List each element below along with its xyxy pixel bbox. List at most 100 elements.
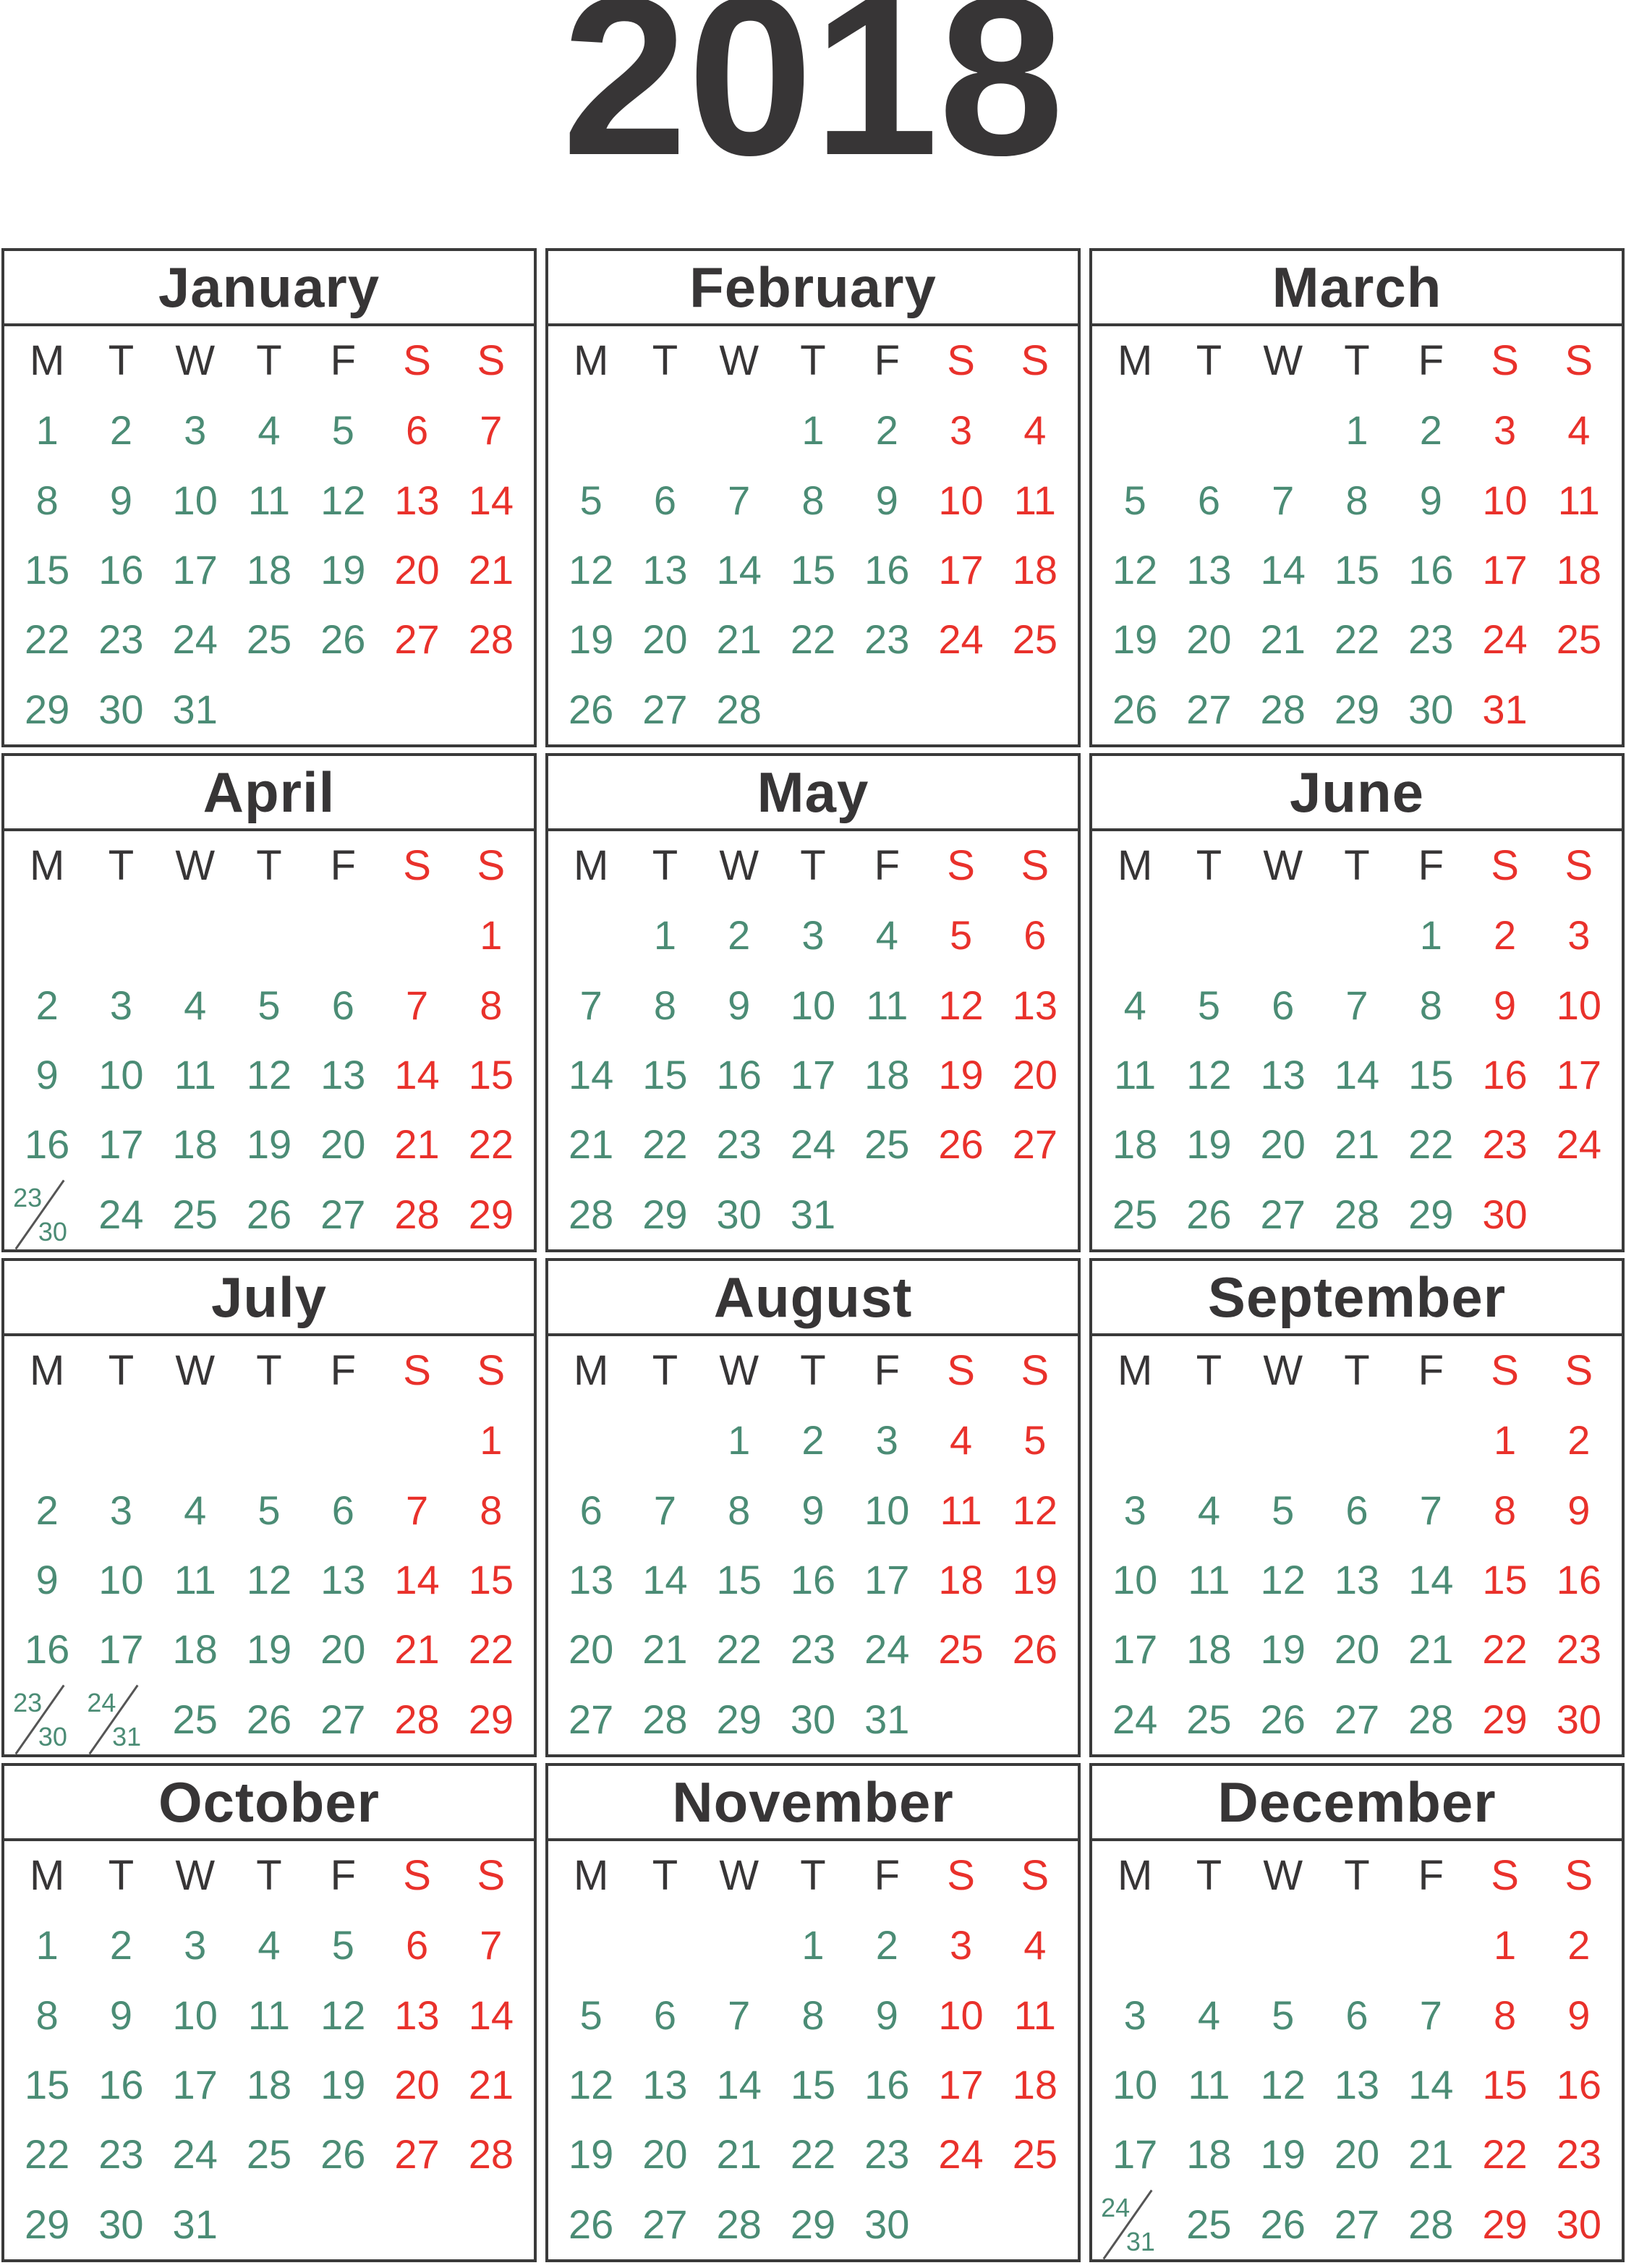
date-cell: 4 bbox=[1197, 1992, 1220, 2038]
date-cell: 17 bbox=[864, 1557, 910, 1603]
date-cell: 12 bbox=[1112, 547, 1158, 593]
date-cell: 24 bbox=[98, 1191, 144, 1237]
empty-cell bbox=[998, 1180, 1072, 1249]
day-header-6: S bbox=[477, 1347, 506, 1395]
day-header-3: T bbox=[256, 1852, 282, 1900]
day-header-2: W bbox=[1263, 1852, 1303, 1900]
date-cell: 1 bbox=[35, 1922, 59, 1968]
date-cell: 23 bbox=[1408, 616, 1454, 663]
date-cell: 14 bbox=[1408, 1557, 1454, 1603]
date-cell: 3 bbox=[949, 407, 973, 454]
day-header-3: T bbox=[1344, 842, 1370, 890]
date-cell: 18 bbox=[246, 2062, 292, 2108]
date-cell: 5 bbox=[1272, 1487, 1295, 1533]
empty-cell bbox=[1172, 1406, 1246, 1475]
empty-cell bbox=[702, 396, 776, 465]
date-cell: 6 bbox=[1023, 912, 1047, 959]
day-header-6: S bbox=[477, 842, 506, 890]
date-cell: 5 bbox=[579, 477, 603, 523]
date-cell: 7 bbox=[480, 407, 503, 454]
date-cell: 20 bbox=[568, 1626, 614, 1673]
empty-cell bbox=[84, 901, 158, 970]
month-body: M T W T F S S 1 2 3 4 5 6 7 8 9 10 11 12 13 14 15 16 17 18 19 20 21… bbox=[548, 831, 1078, 1249]
day-header-1: T bbox=[652, 1852, 678, 1900]
date-cell: 6 bbox=[405, 407, 429, 454]
date-cell: 26 bbox=[1112, 686, 1158, 732]
date-cell: 7 bbox=[1419, 1992, 1442, 2038]
empty-cell bbox=[1098, 1406, 1172, 1475]
date-cell: 21 bbox=[642, 1626, 688, 1673]
day-header-0: M bbox=[29, 842, 65, 890]
month-name: February bbox=[689, 255, 937, 319]
date-cell: 17 bbox=[790, 1052, 836, 1098]
date-cell: 29 bbox=[1334, 686, 1380, 732]
date-cell: 22 bbox=[642, 1121, 688, 1168]
date-cell: 12 bbox=[1186, 1052, 1232, 1098]
date-cell: 25 bbox=[172, 1191, 218, 1237]
date-cell: 10 bbox=[790, 982, 836, 1028]
date-cell: 30 bbox=[1408, 686, 1454, 732]
date-cell: 23 bbox=[1556, 1626, 1601, 1673]
date-cell: 1 bbox=[801, 1922, 825, 1968]
month-body: M T W T F S S 1 2 3 4 5 6 7 8 9 10 11 12 13 14 15 16 17 18 19 20 21… bbox=[548, 1336, 1078, 1754]
day-header-5: S bbox=[947, 1347, 975, 1395]
date-cell: 29 bbox=[790, 2201, 836, 2247]
date-cell: 13 bbox=[320, 1052, 366, 1098]
date-cell: 6 bbox=[653, 1992, 676, 2038]
date-cell: 27 bbox=[320, 1191, 366, 1237]
date-cell: 11 bbox=[940, 1487, 982, 1533]
empty-cell bbox=[1246, 901, 1320, 970]
day-header-5: S bbox=[403, 337, 431, 385]
date-cell: 30 bbox=[864, 2201, 910, 2247]
date-cell: 7 bbox=[1345, 982, 1369, 1028]
date-cell: 3 bbox=[1493, 407, 1517, 454]
day-header-0: M bbox=[573, 337, 609, 385]
date-cell: 9 bbox=[728, 982, 751, 1028]
date-cell: 31 bbox=[172, 686, 218, 732]
date-cell: 29 bbox=[24, 686, 70, 732]
date-cell: 4 bbox=[257, 1922, 281, 1968]
date-cell: 14 bbox=[716, 2062, 762, 2108]
date-cell: 20 bbox=[1260, 1121, 1306, 1168]
date-cell: 28 bbox=[468, 616, 514, 663]
date-cell: 29 bbox=[24, 2201, 70, 2247]
month-header: October bbox=[4, 1766, 534, 1841]
day-header-0: M bbox=[1117, 1347, 1153, 1395]
date-cell: 25 bbox=[1186, 1696, 1232, 1742]
month-name: March bbox=[1272, 255, 1442, 319]
empty-cell bbox=[1246, 1406, 1320, 1475]
date-cell: 19 bbox=[1260, 1626, 1306, 1673]
empty-cell bbox=[232, 1406, 306, 1475]
day-header-6: S bbox=[477, 337, 506, 385]
day-header-5: S bbox=[947, 1852, 975, 1900]
empty-cell bbox=[628, 396, 702, 465]
date-cell: 10 bbox=[98, 1052, 144, 1098]
date-cell: 11 bbox=[247, 1992, 291, 2038]
month-october: October M T W T F S S 1 2 3 4 5 6 7 8 9 10 11 12 13 14 15 16 17… bbox=[1, 1763, 537, 2262]
date-cell: 9 bbox=[801, 1487, 825, 1533]
date-cell: 14 bbox=[394, 1557, 440, 1603]
date-cell: 4 bbox=[875, 912, 898, 959]
empty-cell bbox=[1172, 901, 1246, 970]
date-cell: 2 bbox=[875, 407, 898, 454]
date-cell: 11 bbox=[1114, 1052, 1157, 1098]
empty-cell bbox=[454, 675, 528, 744]
date-cell: 21 bbox=[1408, 1626, 1454, 1673]
date-cell: 13 bbox=[568, 1557, 614, 1603]
date-cell: 24 bbox=[172, 2131, 218, 2178]
date-cell: 9 bbox=[1567, 1487, 1591, 1533]
date-cell: 5 bbox=[1023, 1417, 1047, 1464]
date-cell: 8 bbox=[35, 477, 59, 523]
date-cell: 27 bbox=[1334, 1696, 1380, 1742]
day-header-2: W bbox=[1263, 842, 1303, 890]
day-header-6: S bbox=[1021, 842, 1050, 890]
empty-cell bbox=[306, 901, 380, 970]
date-cell: 15 bbox=[716, 1557, 762, 1603]
date-cell: 22 bbox=[1408, 1121, 1454, 1168]
date-cell: 11 bbox=[1557, 477, 1600, 523]
date-cell: 8 bbox=[480, 1487, 503, 1533]
empty-cell bbox=[924, 2190, 997, 2259]
date-cell: 8 bbox=[1493, 1487, 1517, 1533]
date-cell: 20 bbox=[394, 547, 440, 593]
date-cell: 23 bbox=[1556, 2131, 1601, 2178]
